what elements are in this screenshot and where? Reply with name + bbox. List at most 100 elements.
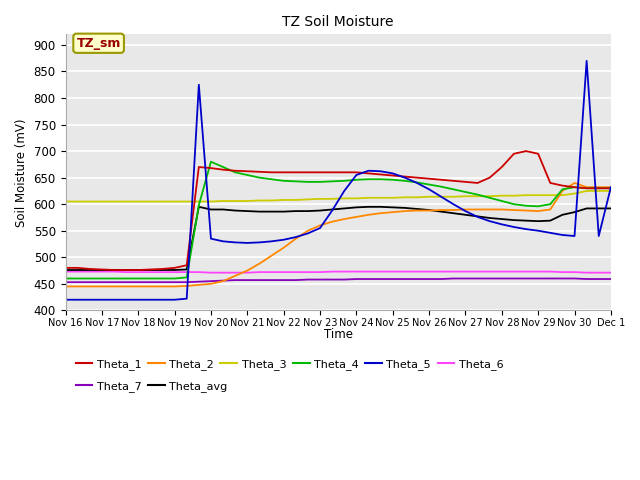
- Theta_1: [534, 151, 542, 156]
- Theta_3: [510, 193, 518, 199]
- Theta_6: [607, 270, 614, 276]
- Theta_7: [607, 276, 614, 282]
- Theta_5: [401, 175, 409, 180]
- Theta_3: [401, 194, 409, 200]
- Theta_1: [571, 184, 579, 190]
- Theta_7: [583, 276, 591, 282]
- Line: Theta_6: Theta_6: [65, 272, 611, 273]
- Theta_avg: [353, 204, 360, 210]
- Theta_2: [255, 261, 263, 266]
- Line: Theta_1: Theta_1: [65, 151, 611, 270]
- Theta_6: [425, 269, 433, 275]
- Theta_5: [510, 224, 518, 230]
- Theta_2: [74, 284, 81, 289]
- Theta_7: [328, 276, 336, 282]
- Theta_7: [401, 276, 409, 282]
- Theta_3: [255, 198, 263, 204]
- Theta_1: [474, 180, 481, 186]
- Theta_6: [98, 269, 106, 275]
- Theta_7: [437, 276, 445, 282]
- Y-axis label: Soil Moisture (mV): Soil Moisture (mV): [15, 118, 28, 227]
- Theta_4: [413, 180, 421, 185]
- Theta_3: [437, 194, 445, 200]
- Theta_3: [547, 192, 554, 198]
- Theta_4: [607, 185, 614, 191]
- Theta_5: [522, 226, 530, 232]
- Theta_avg: [243, 208, 251, 214]
- Theta_avg: [98, 267, 106, 273]
- Theta_5: [595, 233, 603, 239]
- Theta_5: [147, 297, 154, 302]
- Theta_6: [268, 269, 275, 275]
- Theta_5: [159, 297, 166, 302]
- Theta_2: [498, 206, 506, 212]
- Theta_7: [86, 279, 93, 285]
- Theta_5: [122, 297, 130, 302]
- Theta_1: [231, 168, 239, 174]
- Theta_5: [316, 225, 324, 231]
- Theta_2: [159, 284, 166, 289]
- Theta_3: [243, 198, 251, 204]
- Theta_2: [61, 284, 69, 289]
- Theta_1: [195, 164, 203, 170]
- Theta_5: [231, 240, 239, 245]
- Theta_avg: [547, 218, 554, 224]
- Legend: Theta_7, Theta_avg: Theta_7, Theta_avg: [71, 377, 232, 396]
- Theta_3: [413, 194, 421, 200]
- Theta_4: [340, 178, 348, 184]
- Theta_3: [595, 188, 603, 194]
- Theta_avg: [413, 206, 421, 212]
- Theta_6: [365, 269, 372, 275]
- Theta_3: [328, 196, 336, 202]
- Theta_6: [547, 269, 554, 275]
- Theta_2: [134, 284, 142, 289]
- Theta_1: [74, 265, 81, 271]
- Theta_2: [195, 282, 203, 288]
- Theta_1: [389, 173, 397, 179]
- Theta_6: [449, 269, 457, 275]
- Theta_1: [183, 263, 191, 268]
- Theta_7: [243, 277, 251, 283]
- Theta_6: [571, 269, 579, 275]
- Theta_avg: [220, 206, 227, 212]
- Theta_5: [547, 230, 554, 236]
- Theta_7: [486, 276, 493, 281]
- Theta_3: [607, 188, 614, 194]
- Theta_5: [183, 296, 191, 301]
- Theta_2: [365, 212, 372, 217]
- Theta_avg: [377, 204, 385, 210]
- Theta_2: [171, 284, 179, 289]
- Theta_3: [534, 192, 542, 198]
- Theta_2: [86, 284, 93, 289]
- Theta_5: [571, 233, 579, 239]
- Theta_6: [134, 269, 142, 275]
- Theta_3: [559, 192, 566, 198]
- Theta_2: [122, 284, 130, 289]
- Theta_4: [401, 178, 409, 184]
- Theta_3: [268, 198, 275, 204]
- Theta_3: [171, 199, 179, 204]
- Theta_7: [147, 279, 154, 285]
- Theta_avg: [461, 212, 469, 217]
- Theta_4: [437, 184, 445, 190]
- Theta_2: [389, 209, 397, 215]
- Theta_3: [147, 199, 154, 204]
- Theta_4: [365, 176, 372, 182]
- Theta_4: [207, 159, 215, 165]
- Theta_avg: [171, 267, 179, 273]
- Theta_4: [220, 164, 227, 170]
- Theta_1: [207, 165, 215, 171]
- Theta_1: [280, 169, 287, 175]
- Theta_4: [268, 176, 275, 182]
- Theta_1: [316, 169, 324, 175]
- Theta_6: [280, 269, 287, 275]
- Theta_7: [377, 276, 385, 282]
- Theta_avg: [61, 267, 69, 273]
- Theta_3: [207, 199, 215, 204]
- Theta_5: [389, 170, 397, 176]
- Theta_1: [304, 169, 312, 175]
- Theta_2: [328, 219, 336, 225]
- Theta_7: [122, 279, 130, 285]
- Theta_3: [353, 195, 360, 201]
- Theta_1: [401, 174, 409, 180]
